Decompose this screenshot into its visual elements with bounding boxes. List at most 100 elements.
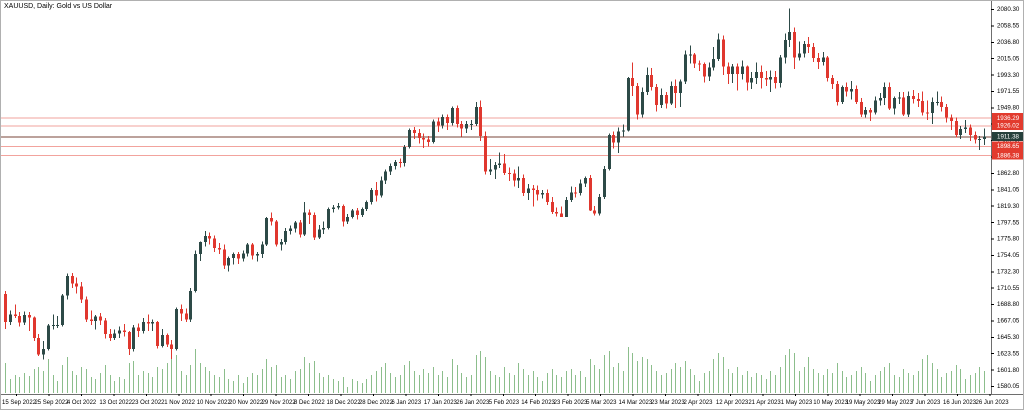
volume-bar [799, 371, 800, 393]
candle-body [831, 77, 834, 84]
volume-bar [114, 381, 115, 393]
candle-body [508, 172, 511, 174]
volume-bar [884, 367, 885, 393]
candle-body [337, 205, 340, 208]
volume-bar [718, 353, 719, 393]
candle-body [356, 210, 359, 215]
date-tick-label: 19 May 2023 [846, 400, 881, 406]
volume-bar [34, 369, 35, 393]
volume-bar [613, 367, 614, 393]
volume-bar [709, 371, 710, 393]
candle-body [836, 83, 839, 102]
volume-bar [300, 369, 301, 393]
price-tick-label: 1797.55 [997, 219, 1020, 226]
price-tick-label: 1710.55 [997, 285, 1020, 292]
volume-bar [751, 377, 752, 393]
bid-price-badge-label: 1911.38 [997, 134, 1019, 141]
volume-bar [409, 361, 410, 393]
candle-body [689, 54, 692, 56]
volume-bar [471, 375, 472, 393]
candles-layer[interactable] [4, 8, 986, 360]
volume-bar [309, 363, 310, 393]
volume-bar [566, 371, 567, 393]
volume-bar [865, 373, 866, 393]
volume-bar [533, 371, 534, 393]
volume-bar [257, 375, 258, 393]
volume-bar [970, 375, 971, 393]
volume-bar [903, 369, 904, 393]
volume-bar [276, 365, 277, 393]
candle-body [964, 127, 967, 130]
candle-body [636, 86, 639, 115]
candle-body [826, 57, 829, 78]
candle-body [917, 98, 920, 102]
candle-body [256, 254, 259, 256]
volume-bar [371, 375, 372, 393]
candle-body [593, 210, 596, 214]
volume-bar [832, 373, 833, 393]
level-price-badge-label: 1936.29 [997, 115, 1020, 122]
candle-body [109, 334, 112, 338]
candle-body [703, 64, 706, 77]
volume-bar [38, 367, 39, 393]
candle-body [246, 244, 249, 254]
volume-bar [57, 381, 58, 393]
date-tick-label: 29 Nov 2022 [262, 400, 297, 406]
volume-bar [466, 377, 467, 393]
candle-body [898, 97, 901, 99]
volume-bar [699, 381, 700, 393]
candle-body [817, 58, 820, 62]
candle-body [170, 344, 173, 350]
volume-bar [647, 359, 648, 393]
candle-body [812, 46, 815, 59]
price-tick-label: 2015.05 [997, 55, 1020, 62]
volume-bar [956, 365, 957, 393]
candle-body [251, 244, 254, 256]
candle-body [570, 192, 573, 200]
price-tick-label: 1819.30 [997, 203, 1020, 210]
candle-body [489, 169, 492, 172]
volume-bar [181, 371, 182, 393]
volume-bar [766, 379, 767, 393]
volume-bar [343, 377, 344, 393]
volume-bar [442, 371, 443, 393]
candle-body [855, 89, 858, 102]
price-tick-label: 1841.05 [997, 187, 1020, 194]
level-price-badge [992, 141, 1023, 151]
candle-body [208, 236, 211, 239]
price-axis[interactable]: 2080.30 2058.55 2036.80 2015.05 1993.30 1971.… [991, 6, 1020, 390]
volume-bar [675, 363, 676, 393]
candle-body [727, 66, 730, 75]
candle-body [52, 324, 55, 326]
candle-body [479, 107, 482, 136]
candle-body [66, 276, 69, 296]
candle-body [926, 112, 929, 114]
candle-body [151, 321, 154, 324]
volume-bar [556, 375, 557, 393]
volume-bar [461, 373, 462, 393]
volume-bar [48, 359, 49, 393]
volume-bar [148, 373, 149, 393]
candle-body [189, 291, 192, 320]
date-tick-label: 17 Jan 2023 [424, 400, 458, 406]
volume-bar [747, 371, 748, 393]
volume-bar [167, 363, 168, 393]
date-tick-label: 13 Oct 2022 [99, 400, 132, 406]
candle-body [280, 242, 283, 245]
volume-bar [728, 369, 729, 393]
volume-bar [243, 383, 244, 393]
candle-body [394, 162, 397, 166]
volume-bar [851, 375, 852, 393]
volume-bar [62, 365, 63, 393]
date-tick-label: 6 Jan 2023 [391, 400, 421, 406]
volume-bar [552, 369, 553, 393]
volume-bar [29, 376, 30, 393]
candle-body [627, 77, 630, 131]
volume-bar [979, 367, 980, 393]
volume-bar [347, 387, 348, 393]
candle-body [665, 95, 668, 104]
price-tick-label: 1601.80 [997, 367, 1020, 374]
volume-bar [319, 373, 320, 393]
